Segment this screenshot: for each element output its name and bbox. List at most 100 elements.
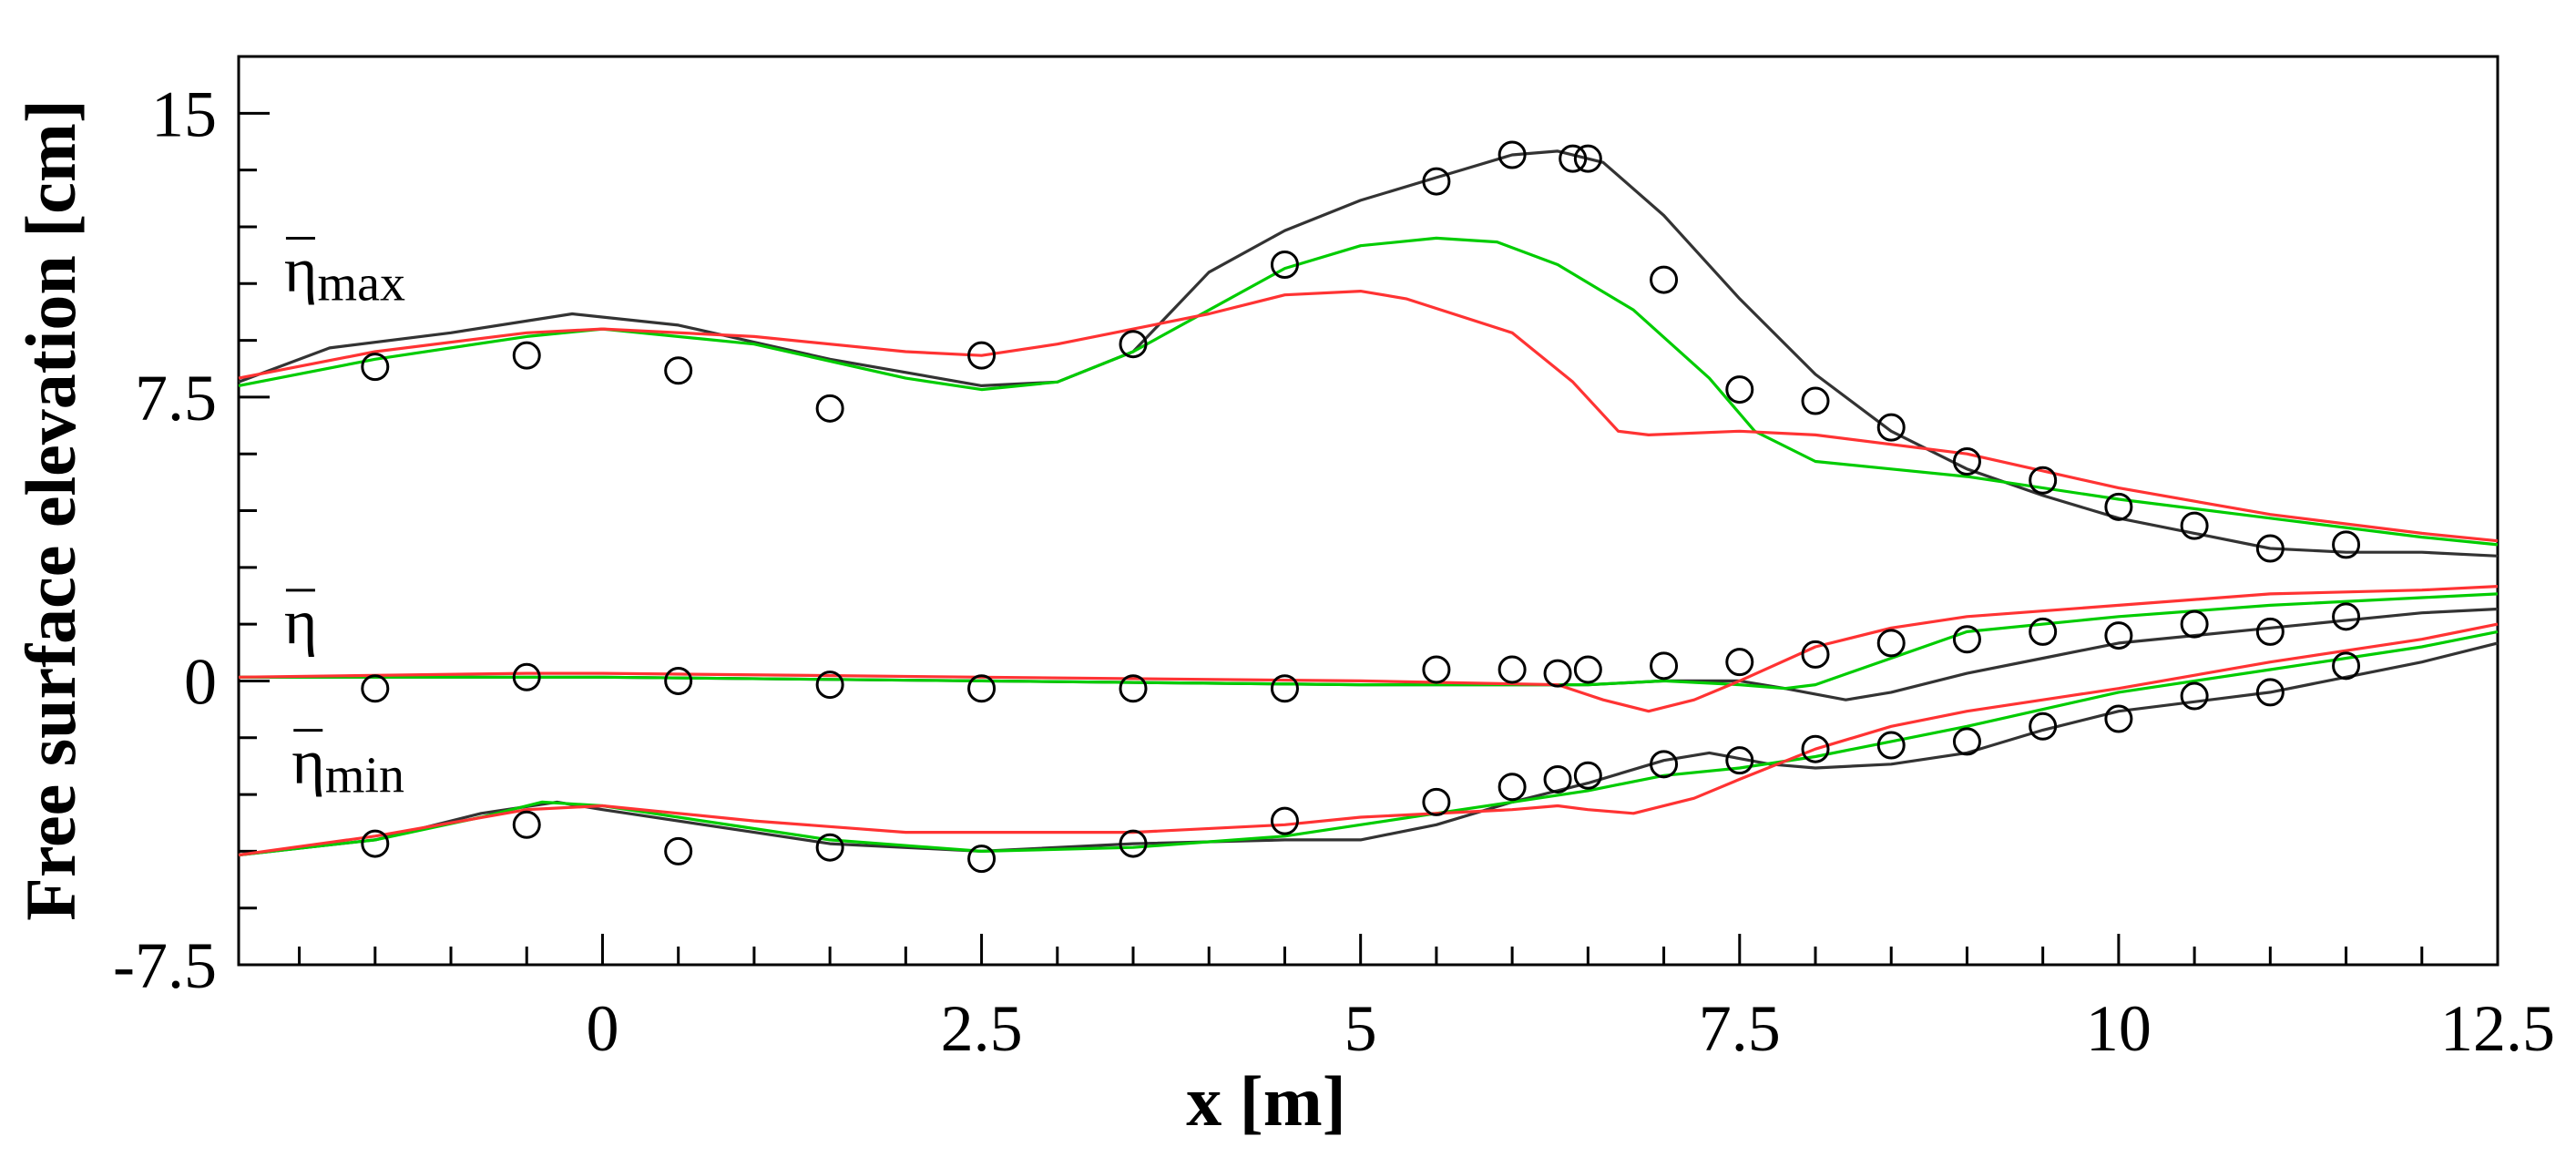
data-point-measured-mean bbox=[815, 671, 844, 700]
series-lines bbox=[238, 149, 2499, 857]
y-tick-label: 7.5 bbox=[135, 362, 217, 435]
data-point-measured-mean bbox=[1952, 625, 1981, 654]
data-point-measured-max bbox=[1952, 446, 1981, 476]
eta-annotation: η bbox=[284, 588, 318, 658]
measured-markers bbox=[361, 140, 2361, 874]
series-line-green-mean bbox=[239, 592, 2499, 691]
series-line-black-max bbox=[238, 149, 2499, 558]
data-point-measured-max bbox=[512, 341, 541, 370]
data-point-measured-max bbox=[1559, 144, 1588, 173]
eta-label-text: ηmin bbox=[291, 728, 404, 804]
x-tick-label: 7.5 bbox=[1699, 992, 1781, 1065]
data-point-measured-mean bbox=[1543, 659, 1572, 688]
eta-annotation: ηmin bbox=[291, 728, 404, 804]
eta-subscript: max bbox=[318, 256, 405, 312]
data-point-measured-mean bbox=[664, 666, 693, 695]
data-point-measured-max bbox=[664, 356, 693, 385]
data-point-measured-max bbox=[1119, 330, 1148, 359]
data-point-measured-min bbox=[1422, 787, 1451, 816]
y-tick-label: -7.5 bbox=[113, 929, 217, 1002]
eta-label-text: ηmax bbox=[284, 236, 405, 312]
data-point-measured-min bbox=[1876, 731, 1906, 760]
data-point-measured-min bbox=[361, 829, 390, 858]
data-point-measured-min bbox=[2180, 681, 2209, 711]
eta-annotation: ηmax bbox=[284, 236, 405, 312]
series-line-red-mean bbox=[238, 585, 2499, 713]
data-point-measured-max bbox=[1725, 375, 1754, 404]
series-line-red-min bbox=[238, 622, 2499, 857]
data-point-measured-min bbox=[2104, 704, 2133, 733]
data-point-measured-mean bbox=[1573, 655, 1602, 684]
data-point-measured-max bbox=[1498, 140, 1527, 169]
eta-label-text: η bbox=[284, 588, 318, 658]
x-tick-label: 12.5 bbox=[2440, 992, 2555, 1065]
data-point-measured-mean bbox=[1119, 674, 1148, 703]
data-point-measured-mean bbox=[1270, 674, 1299, 703]
data-point-measured-min bbox=[2029, 712, 2058, 741]
data-point-measured-mean bbox=[361, 674, 390, 703]
x-tick-label: 5 bbox=[1344, 992, 1377, 1065]
data-point-measured-max bbox=[2332, 530, 2361, 559]
data-point-measured-mean bbox=[1498, 655, 1527, 684]
data-point-measured-min bbox=[1952, 727, 1981, 756]
eta-symbol: η bbox=[291, 728, 325, 798]
y-axis-title: Free surface elevation [cm] bbox=[11, 99, 90, 921]
data-point-measured-mean bbox=[2029, 617, 2058, 646]
data-point-measured-max bbox=[1650, 265, 1679, 294]
data-point-measured-mean bbox=[2180, 609, 2209, 639]
x-axis-title: x [m] bbox=[1186, 1061, 1345, 1141]
data-point-measured-min bbox=[815, 833, 844, 862]
data-point-measured-max bbox=[967, 341, 997, 370]
eta-subscript: min bbox=[325, 748, 404, 804]
x-tick-label: 2.5 bbox=[941, 992, 1023, 1065]
eta-symbol: η bbox=[284, 588, 318, 658]
series-line-red-max bbox=[238, 290, 2499, 543]
data-point-measured-mean bbox=[1876, 629, 1906, 658]
data-point-measured-mean bbox=[1422, 655, 1451, 684]
data-point-measured-max bbox=[2255, 534, 2285, 563]
y-tick-label: 0 bbox=[184, 645, 217, 718]
data-point-measured-max bbox=[1573, 144, 1602, 173]
data-point-measured-min bbox=[664, 836, 693, 865]
data-point-measured-mean bbox=[2104, 621, 2133, 650]
eta-symbol: η bbox=[284, 236, 318, 306]
data-point-measured-min bbox=[1801, 734, 1830, 763]
x-tick-label: 10 bbox=[2086, 992, 2152, 1065]
data-point-measured-mean bbox=[967, 674, 997, 703]
data-point-measured-min bbox=[2332, 651, 2361, 681]
data-point-measured-min bbox=[1725, 746, 1754, 775]
data-point-measured-min bbox=[512, 810, 541, 839]
data-point-measured-max bbox=[1270, 250, 1299, 279]
axis-ticks bbox=[239, 55, 2499, 967]
data-point-measured-max bbox=[2029, 466, 2058, 495]
series-line-green-max bbox=[238, 236, 2499, 547]
y-tick-label: 15 bbox=[151, 77, 217, 150]
tick-labels: 0 2.5 5 7.5 10 12.5 -7.5 0 7.5 15 bbox=[113, 77, 2555, 1065]
data-point-measured-mean bbox=[1650, 651, 1679, 681]
data-point-measured-min bbox=[1119, 829, 1148, 858]
plot-frame bbox=[237, 55, 2499, 967]
data-point-measured-max bbox=[2104, 492, 2133, 521]
data-point-measured-min bbox=[1543, 764, 1572, 794]
data-point-measured-max bbox=[815, 394, 844, 423]
data-point-measured-mean bbox=[2255, 617, 2285, 646]
data-point-measured-max bbox=[1876, 413, 1906, 442]
series-line-green-min bbox=[238, 630, 2499, 857]
data-point-measured-max bbox=[2180, 511, 2209, 540]
data-point-measured-max bbox=[1422, 167, 1451, 196]
data-point-measured-max bbox=[1801, 386, 1830, 415]
data-point-measured-mean bbox=[2332, 602, 2361, 631]
x-tick-label: 0 bbox=[586, 992, 618, 1065]
data-point-measured-min bbox=[1650, 750, 1679, 779]
data-point-measured-min bbox=[1270, 806, 1299, 835]
data-point-measured-mean bbox=[1801, 640, 1830, 669]
data-point-measured-min bbox=[1498, 773, 1527, 802]
data-point-measured-mean bbox=[512, 662, 541, 691]
data-point-measured-max bbox=[361, 353, 390, 382]
data-point-measured-min bbox=[2255, 678, 2285, 707]
data-point-measured-min bbox=[967, 845, 997, 874]
data-point-measured-min bbox=[1573, 761, 1602, 790]
data-point-measured-mean bbox=[1725, 648, 1754, 677]
